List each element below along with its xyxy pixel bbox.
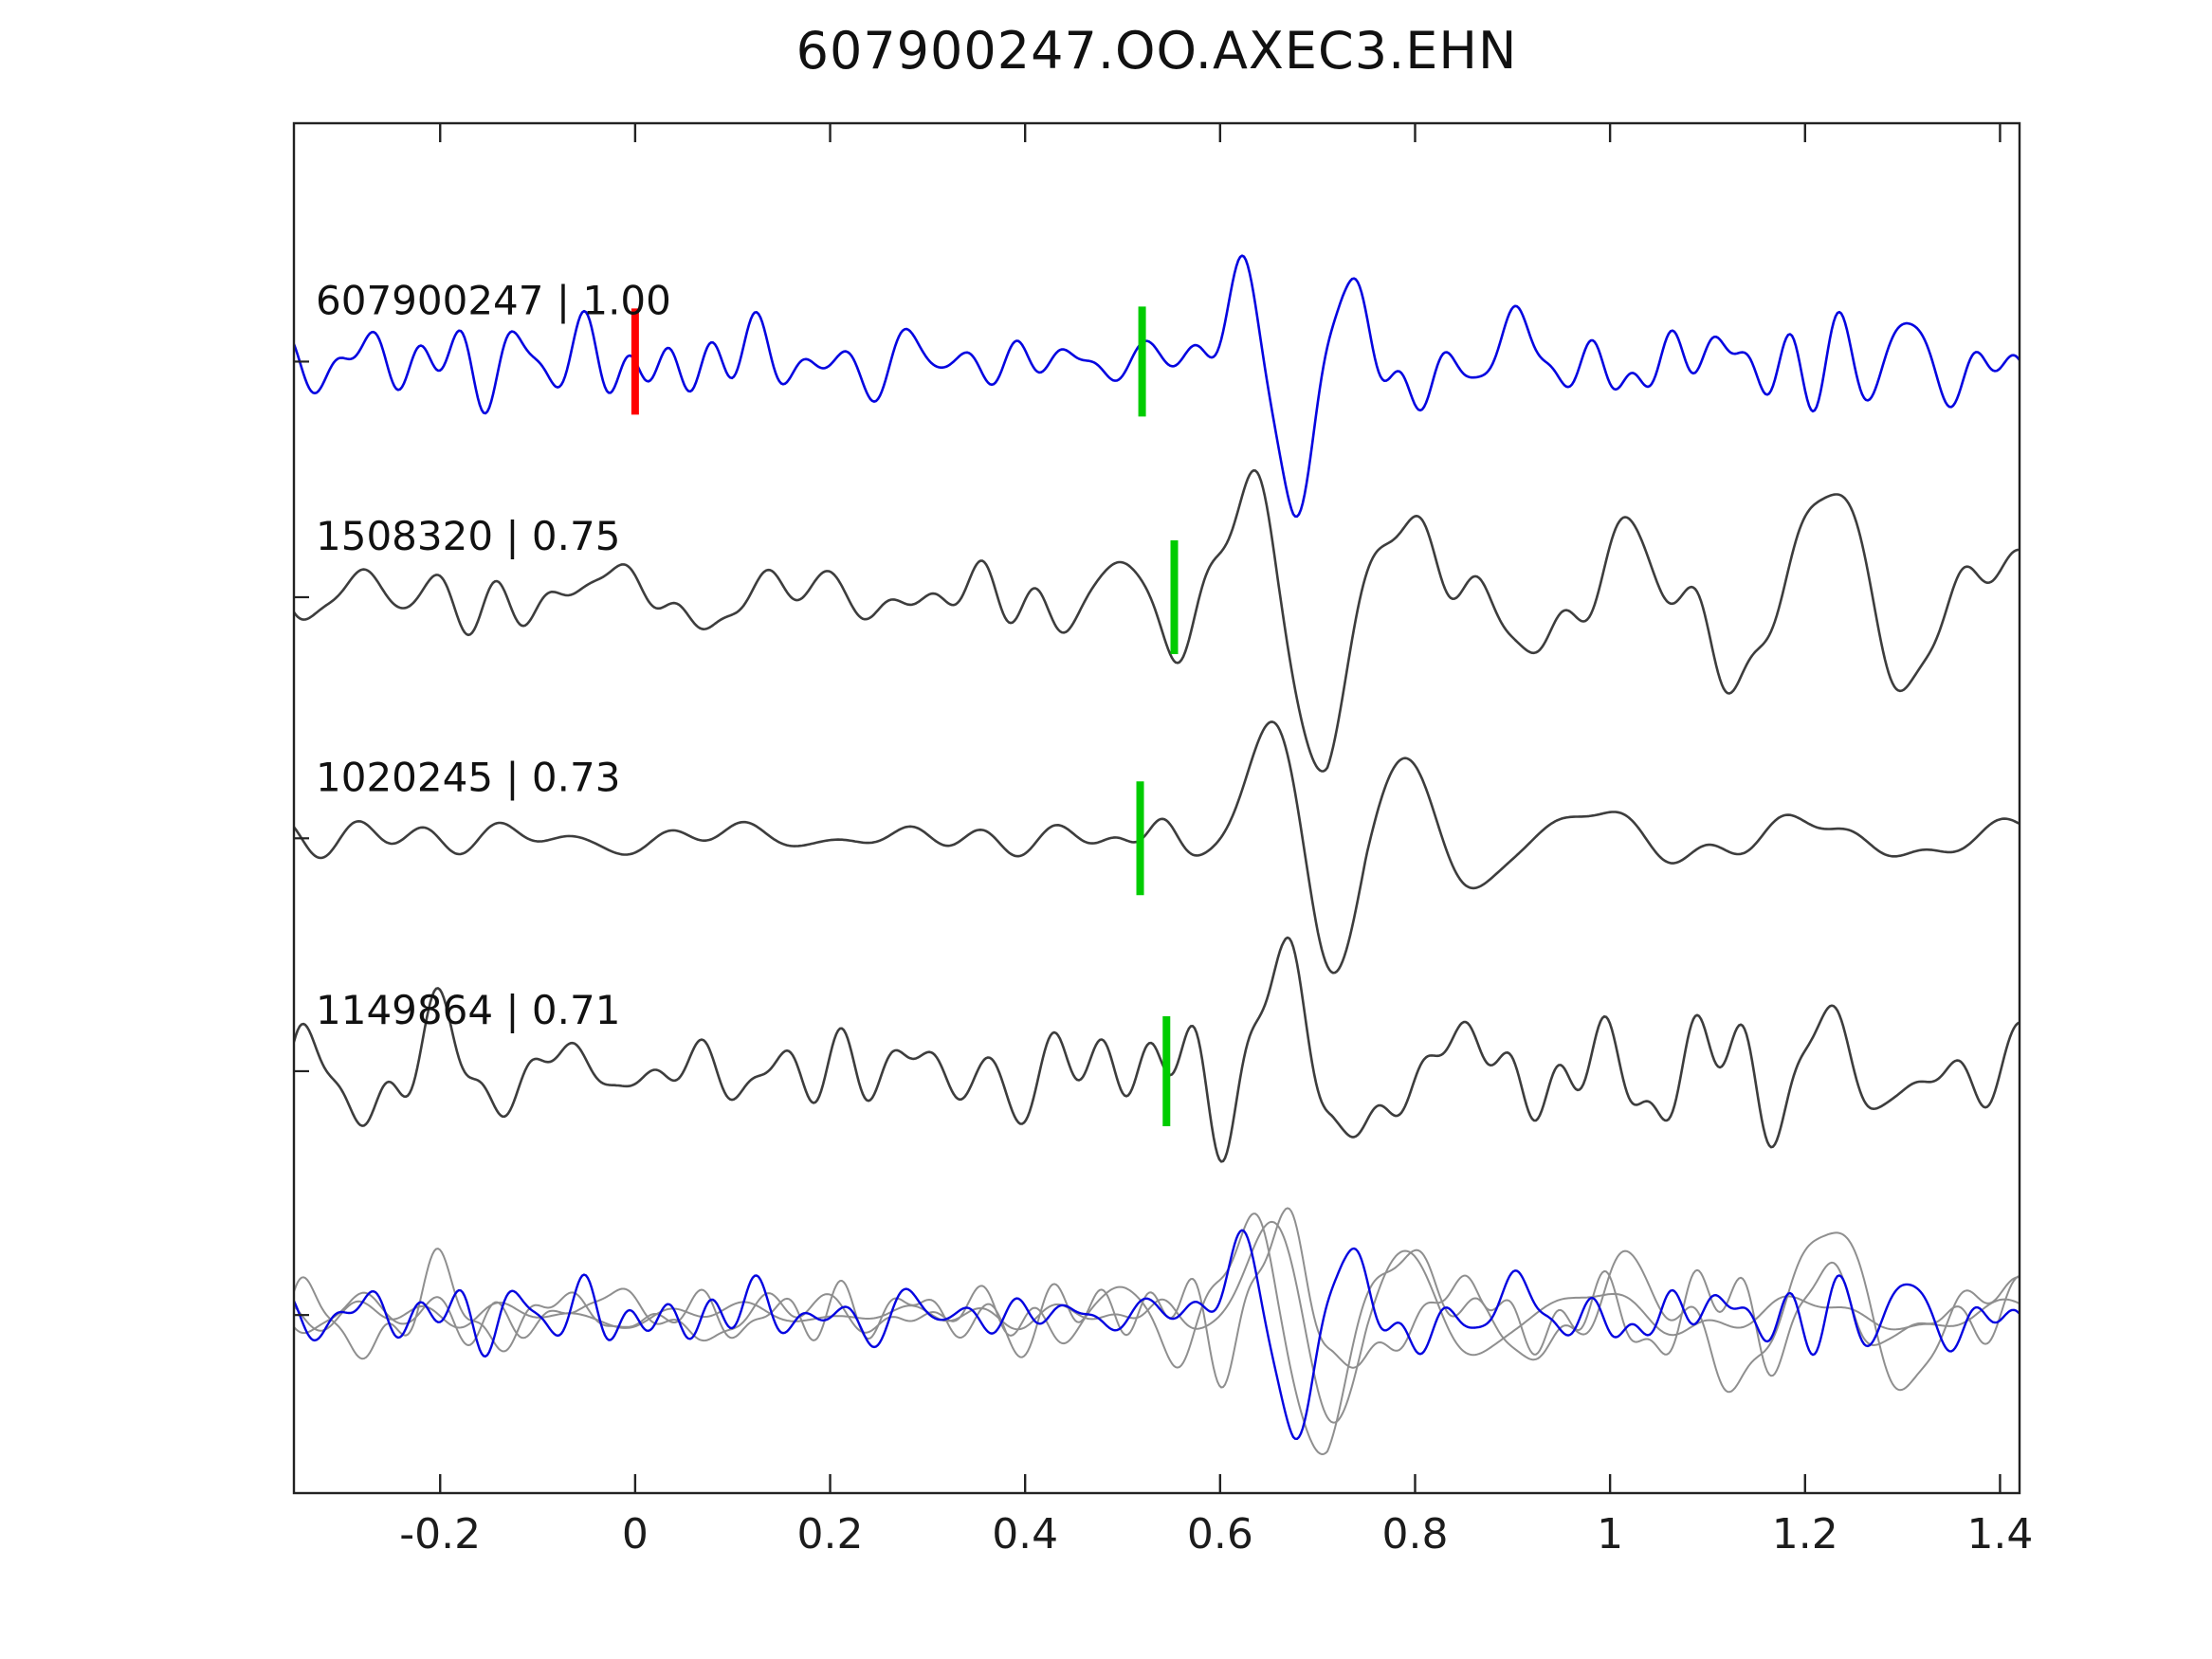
x-tick-label: 1.2 <box>1772 1510 1838 1559</box>
trace-label-1508320: 1508320 | 0.75 <box>316 513 620 559</box>
trace-layer: 607900247 | 1.00 1508320 | 0.75 1020245 | … <box>295 254 2019 1455</box>
overlay-trace-607900247 <box>295 1229 2019 1440</box>
x-tick-label: -0.2 <box>399 1510 481 1559</box>
overlay-trace-1508320 <box>295 1212 2019 1455</box>
waveform-trace-1149864 <box>295 936 2019 1163</box>
x-tick-label: 0.8 <box>1381 1510 1448 1559</box>
waveform-trace-607900247 <box>295 254 2019 519</box>
trace-label-1149864: 1149864 | 0.71 <box>316 987 620 1033</box>
overlay-trace-1020245 <box>295 1220 2019 1424</box>
trace-label-1020245: 1020245 | 0.73 <box>316 754 620 800</box>
x-tick-label: 1.4 <box>1966 1510 2033 1559</box>
x-tick-label: 0.2 <box>797 1510 864 1559</box>
x-tick-label: 1 <box>1597 1510 1623 1559</box>
axes-border <box>292 121 2021 1495</box>
waveform-trace-1508320 <box>295 469 2019 773</box>
x-tick-label: 0.4 <box>992 1510 1058 1559</box>
x-tick-label: 0.6 <box>1187 1510 1253 1559</box>
chart-title: 607900247.OO.AXEC3.EHN <box>795 21 1518 81</box>
trace-label-607900247: 607900247 | 1.00 <box>316 277 671 323</box>
waveform-trace-1020245 <box>295 720 2019 975</box>
x-tick-label: 0 <box>622 1510 649 1559</box>
overlay-trace-1149864 <box>295 1207 2019 1389</box>
